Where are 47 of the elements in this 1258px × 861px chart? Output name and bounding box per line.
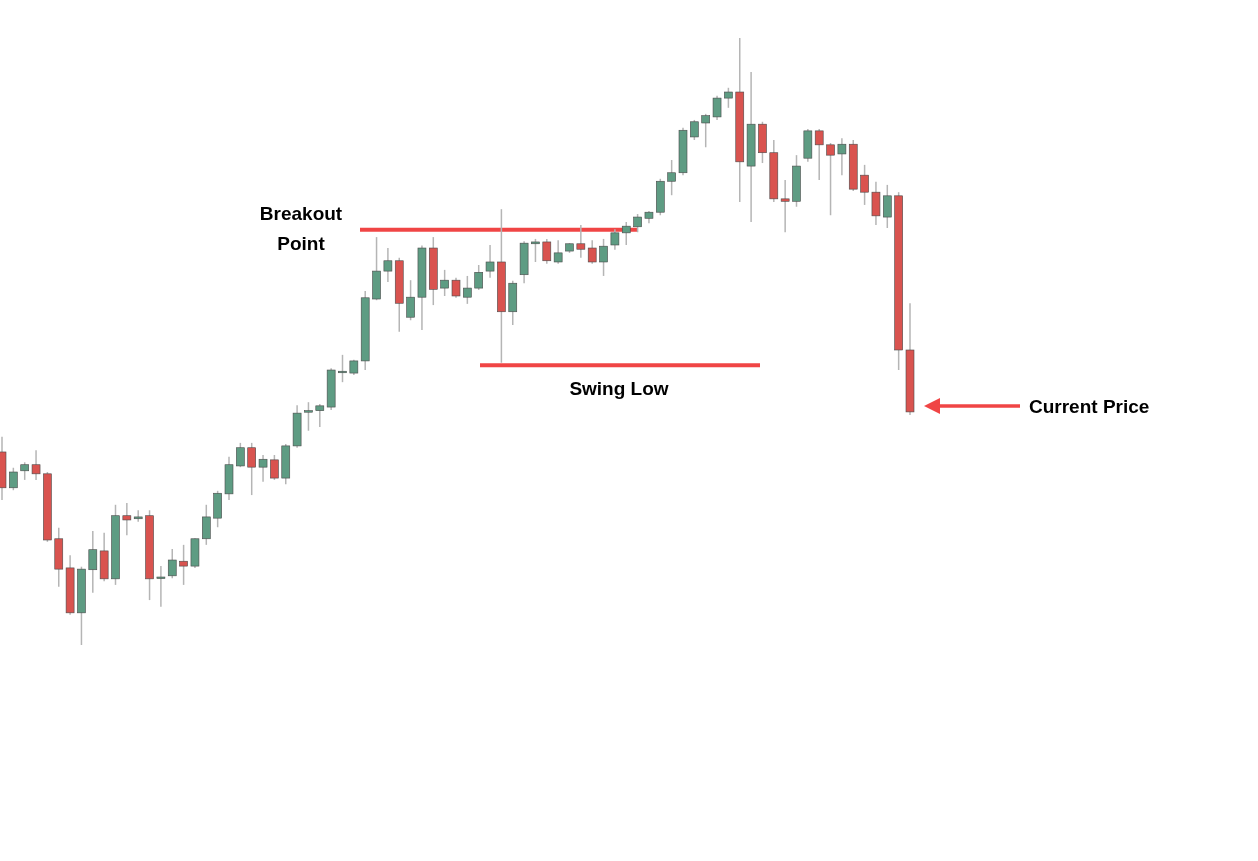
ref-line-label: Swing Low (569, 378, 669, 399)
candlestick (270, 454, 279, 481)
candlestick (531, 238, 540, 263)
candlestick (610, 228, 620, 251)
candlestick (315, 403, 325, 428)
candlestick (236, 442, 245, 468)
candlestick (383, 247, 393, 283)
candlestick (576, 224, 586, 259)
candlestick (406, 279, 415, 322)
ref-line-label: Breakout Point (259, 203, 343, 254)
candlestick (860, 164, 869, 206)
candlestick (826, 142, 835, 216)
candlestick (871, 181, 881, 226)
candlestick (485, 244, 495, 279)
candlestick (553, 239, 563, 265)
candlestick (258, 454, 268, 483)
candlestick (814, 128, 824, 181)
candlestick (440, 269, 449, 297)
candlestick (599, 238, 608, 277)
candlestick (712, 94, 722, 121)
candlestick (31, 449, 41, 481)
candlestick (133, 509, 143, 523)
candlestick (9, 467, 18, 491)
candlestick (304, 401, 313, 432)
candlestick (837, 137, 847, 176)
candlestick (724, 87, 733, 109)
candlestick (202, 504, 211, 546)
candlestick (474, 264, 483, 291)
candlestick (621, 221, 631, 246)
candlestick (633, 213, 642, 233)
candlestick (156, 565, 166, 608)
candlestick (88, 530, 98, 594)
candlestick (179, 544, 188, 586)
candlestick (667, 159, 676, 196)
candlestick (451, 277, 461, 299)
candlestick (542, 238, 552, 265)
candlestick (587, 239, 597, 265)
candlestick (883, 184, 892, 229)
candlestick (701, 113, 710, 149)
text: Current Price (1029, 395, 1150, 417)
candlestick (780, 179, 790, 233)
candlestick (463, 275, 472, 305)
candlestick (122, 502, 132, 536)
candlestick (167, 548, 177, 579)
candlestick (338, 354, 347, 383)
candlestick (690, 119, 699, 141)
candlestick (247, 442, 256, 496)
